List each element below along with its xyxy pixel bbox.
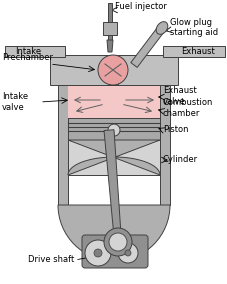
- Polygon shape: [104, 130, 121, 242]
- Text: Exhaust: Exhaust: [180, 47, 214, 57]
- Polygon shape: [68, 85, 159, 118]
- Polygon shape: [162, 46, 224, 57]
- Polygon shape: [5, 46, 65, 57]
- Circle shape: [108, 124, 119, 136]
- Polygon shape: [108, 3, 111, 40]
- Text: Intake: Intake: [15, 47, 41, 57]
- Circle shape: [98, 55, 127, 85]
- Polygon shape: [159, 85, 169, 205]
- Text: Cylinder: Cylinder: [162, 156, 197, 164]
- Polygon shape: [68, 118, 159, 140]
- Polygon shape: [68, 140, 159, 175]
- Polygon shape: [108, 82, 118, 85]
- Wedge shape: [58, 205, 169, 261]
- Text: Intake
valve: Intake valve: [2, 92, 28, 112]
- Text: Exhaust
valve: Exhaust valve: [162, 86, 196, 106]
- Circle shape: [85, 240, 111, 266]
- FancyBboxPatch shape: [82, 235, 147, 268]
- Text: Fuel injector: Fuel injector: [114, 2, 166, 11]
- Text: Prechamber: Prechamber: [2, 53, 53, 62]
- Text: Combustion
chamber: Combustion chamber: [162, 98, 212, 118]
- Ellipse shape: [155, 22, 167, 34]
- Circle shape: [94, 249, 101, 257]
- Polygon shape: [68, 140, 159, 175]
- Circle shape: [109, 233, 126, 251]
- Polygon shape: [130, 26, 165, 67]
- Circle shape: [118, 243, 137, 263]
- Text: Piston: Piston: [162, 126, 188, 135]
- Text: Drive shaft: Drive shaft: [28, 256, 74, 264]
- Polygon shape: [106, 40, 113, 52]
- Polygon shape: [50, 55, 177, 85]
- Circle shape: [104, 228, 131, 256]
- Text: Glow plug
starting aid: Glow plug starting aid: [169, 18, 217, 37]
- Polygon shape: [58, 85, 68, 205]
- Polygon shape: [103, 22, 116, 35]
- Circle shape: [124, 250, 131, 256]
